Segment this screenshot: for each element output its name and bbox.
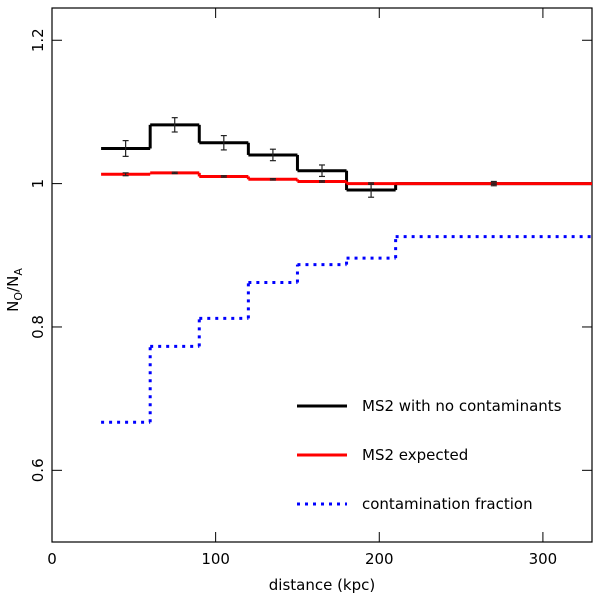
y-tick-label: 0.6 (29, 458, 47, 482)
x-axis-label: distance (kpc) (269, 576, 376, 594)
y-label-part: A (12, 268, 25, 276)
x-tick-label: 200 (365, 550, 394, 568)
legend-label: contamination fraction (362, 495, 533, 513)
legend-label: MS2 with no contaminants (362, 397, 562, 415)
y-tick-label: 1.2 (29, 28, 47, 52)
y-label-part: N (4, 301, 22, 312)
x-tick-label: 100 (201, 550, 230, 568)
y-label-part: /N (4, 276, 22, 292)
plot-frame (51, 7, 593, 543)
y-tick-label: 1 (29, 179, 47, 189)
x-tick-label: 300 (529, 550, 558, 568)
x-tick-label: 0 (47, 550, 57, 568)
y-tick-label: 0.8 (29, 315, 47, 339)
legend-label: MS2 expected (362, 446, 468, 464)
y-label-part: O (12, 292, 25, 301)
y-axis-label: NO/NA (4, 268, 25, 312)
